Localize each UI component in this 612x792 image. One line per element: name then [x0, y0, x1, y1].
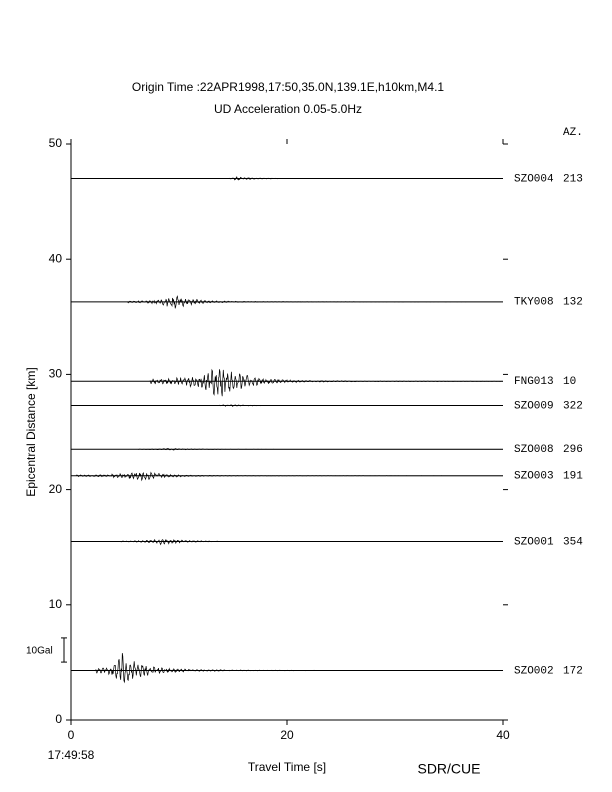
- waveform: [126, 295, 503, 309]
- azimuth-label: 10: [563, 376, 576, 388]
- station-label: SZO009: [514, 400, 554, 412]
- chart-title: Origin Time :22APR1998,17:50,35.0N,139.1…: [132, 80, 445, 94]
- y-tick-label: 50: [49, 136, 63, 150]
- y-tick-label: 30: [49, 367, 63, 381]
- azimuth-label: 213: [563, 173, 583, 185]
- x-tick-label: 40: [496, 728, 510, 742]
- station-label: FNG013: [514, 376, 554, 388]
- waveform: [95, 653, 504, 684]
- waveform: [120, 539, 503, 546]
- x-axis-label: Travel Time [s]: [248, 760, 326, 774]
- x-tick-label: 20: [280, 728, 294, 742]
- station-label: TKY008: [514, 297, 554, 309]
- azimuth-label: 296: [563, 444, 583, 456]
- station-label: SZO003: [514, 471, 554, 483]
- chart-subtitle: UD Acceleration 0.05-5.0Hz: [214, 102, 362, 116]
- y-tick-label: 20: [49, 482, 63, 496]
- azimuth-label: 172: [563, 665, 583, 677]
- waveform: [205, 404, 503, 407]
- scale-bar-label: 10Gal: [26, 646, 53, 657]
- x-tick-label: 0: [68, 728, 75, 742]
- station-label: SZO008: [514, 444, 554, 456]
- station-label: SZO002: [514, 665, 554, 677]
- azimuth-label: 132: [563, 297, 583, 309]
- azimuth-label: 354: [563, 536, 583, 548]
- azimuth-label: 322: [563, 400, 583, 412]
- credit: SDR/CUE: [417, 761, 480, 777]
- waveform: [137, 447, 503, 451]
- waveform: [226, 176, 503, 181]
- waveform: [76, 471, 503, 482]
- station-label: SZO001: [514, 536, 554, 548]
- waveform: [149, 368, 503, 397]
- y-tick-label: 0: [55, 712, 62, 726]
- y-tick-label: 10: [49, 597, 63, 611]
- origin-time: 17:49:58: [48, 748, 95, 762]
- azimuth-header: AZ.: [563, 127, 583, 139]
- y-axis-label: Epicentral Distance [km]: [24, 367, 38, 496]
- y-tick-label: 40: [49, 251, 63, 265]
- azimuth-label: 191: [563, 471, 583, 483]
- station-label: SZO004: [514, 173, 554, 185]
